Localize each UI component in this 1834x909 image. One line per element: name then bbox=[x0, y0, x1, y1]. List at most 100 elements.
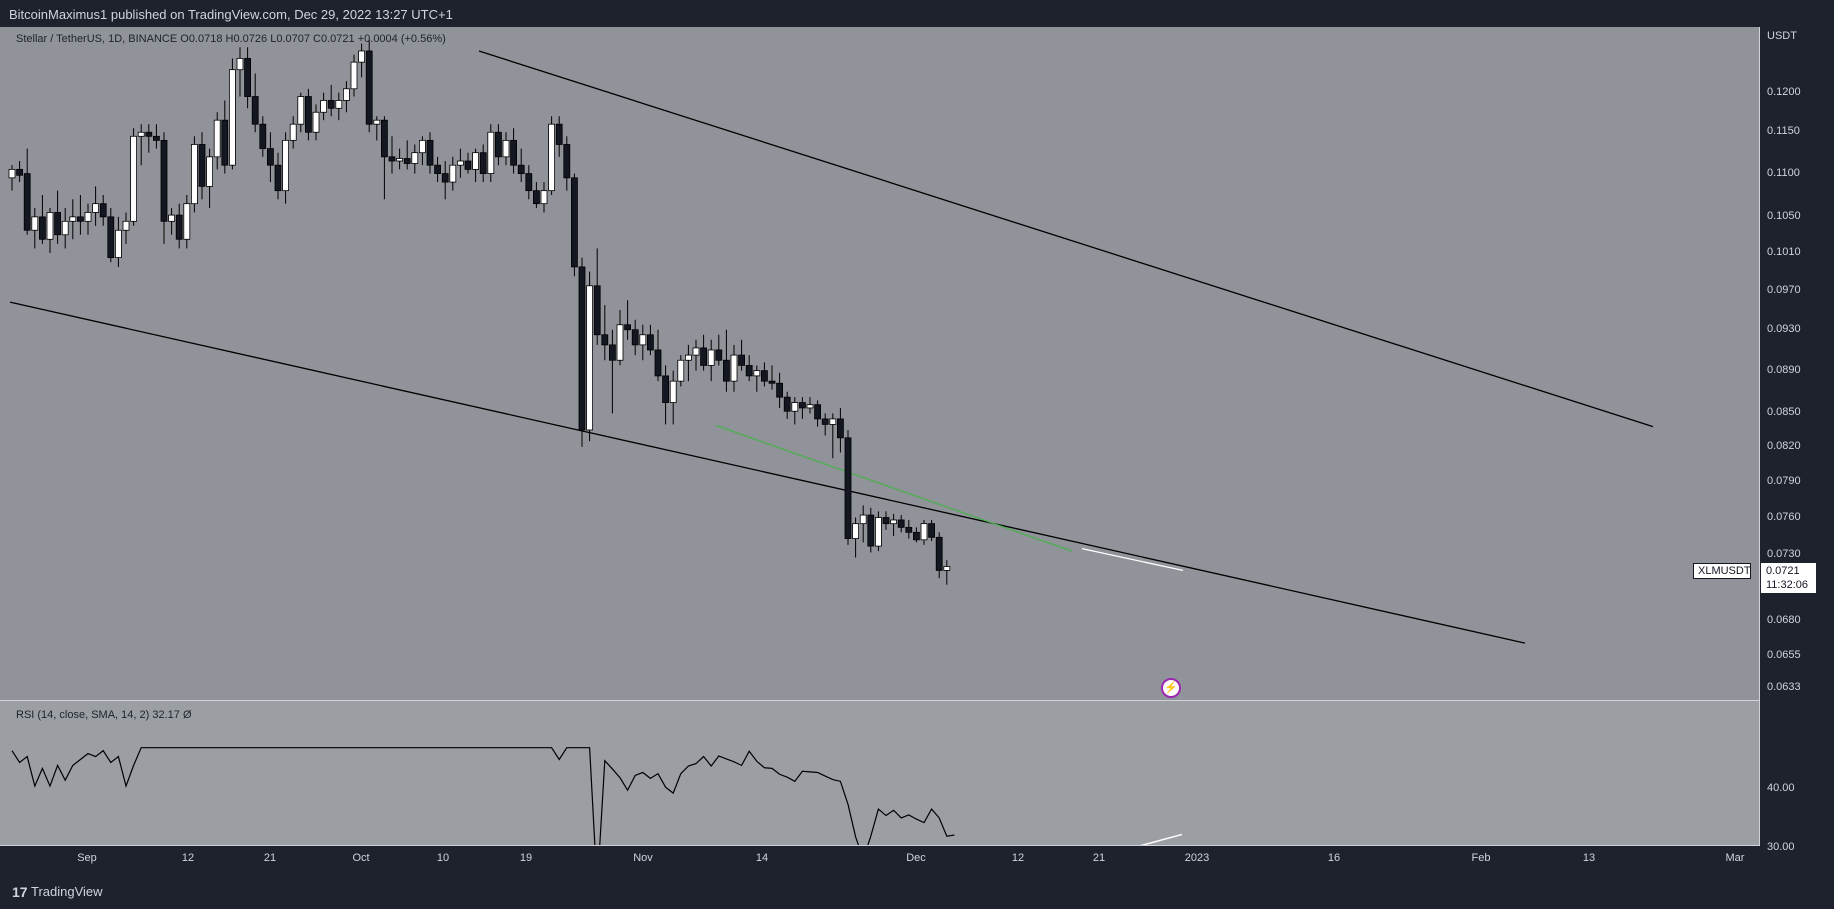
close-value: 0.0721 bbox=[321, 33, 355, 45]
candle-body bbox=[548, 123, 555, 192]
bar-countdown: 11:32:06 bbox=[1766, 579, 1809, 591]
candle-body bbox=[540, 190, 548, 205]
candle-body bbox=[99, 203, 107, 218]
axis-divider bbox=[1759, 27, 1760, 845]
price-axis[interactable]: USDT bbox=[1760, 27, 1834, 845]
candle-body bbox=[647, 334, 654, 351]
candle-body bbox=[456, 160, 464, 166]
time-tick: 19 bbox=[519, 852, 533, 864]
candle-body bbox=[852, 523, 859, 539]
candle-body bbox=[373, 119, 381, 125]
candle-body bbox=[213, 119, 221, 158]
candle-body bbox=[609, 344, 616, 361]
candle-body bbox=[700, 347, 707, 366]
candle-body bbox=[821, 418, 829, 425]
candle-body bbox=[525, 173, 533, 192]
candle-body bbox=[190, 144, 198, 205]
candle-body bbox=[723, 359, 730, 382]
candle-body bbox=[312, 111, 320, 133]
rsi-line bbox=[11, 747, 955, 845]
time-tick: 21 bbox=[263, 852, 277, 864]
candle-body bbox=[761, 370, 768, 382]
candle-body bbox=[228, 69, 236, 166]
candle-body bbox=[943, 566, 951, 571]
candle-body bbox=[517, 164, 525, 174]
candle-body bbox=[685, 354, 692, 361]
price-tick: 0.0633 bbox=[1767, 680, 1801, 693]
time-tick: 12 bbox=[181, 852, 195, 864]
candle-body bbox=[639, 334, 647, 346]
candle-body bbox=[77, 216, 84, 222]
candle-body bbox=[745, 365, 753, 377]
candle-body bbox=[768, 380, 776, 384]
price-tick: 0.0655 bbox=[1767, 648, 1801, 661]
event-flash-icon[interactable]: ⚡ bbox=[1161, 678, 1181, 698]
candle-body bbox=[130, 135, 138, 222]
open-value: 0.0718 bbox=[188, 33, 223, 45]
high-value: 0.0726 bbox=[233, 33, 268, 45]
candle-body bbox=[844, 437, 852, 539]
rsi-tick: 40.00 bbox=[1767, 782, 1795, 794]
candle-body bbox=[16, 168, 24, 176]
low-label: L bbox=[270, 33, 277, 45]
publish-info: BitcoinMaximus1 published on TradingView… bbox=[9, 7, 453, 22]
candle-body bbox=[152, 135, 160, 141]
candle-body bbox=[905, 526, 913, 533]
candle-body bbox=[358, 50, 366, 63]
time-axis[interactable] bbox=[0, 846, 1759, 872]
candle-body bbox=[206, 156, 214, 187]
candle-body bbox=[882, 517, 890, 525]
candle-body bbox=[654, 349, 662, 377]
candle-body bbox=[297, 96, 305, 125]
time-tick: 21 bbox=[1092, 852, 1106, 864]
candle-body bbox=[487, 131, 495, 174]
candle-body bbox=[502, 139, 510, 158]
price-tick: 0.0730 bbox=[1767, 547, 1801, 560]
candle-body bbox=[31, 216, 39, 231]
tradingview-logo-icon: 17 bbox=[12, 884, 28, 900]
candle-body bbox=[289, 123, 297, 141]
time-tick: 2023 bbox=[1184, 852, 1210, 864]
price-tick: 0.0790 bbox=[1767, 474, 1801, 487]
rsi-extra: Ø bbox=[182, 709, 192, 721]
candle-body bbox=[791, 402, 799, 412]
candle-body bbox=[434, 164, 442, 174]
time-tick: 12 bbox=[1011, 852, 1025, 864]
change-value: +0.0004 (+0.56%) bbox=[357, 33, 446, 45]
candle-body bbox=[441, 173, 449, 183]
time-tick: Dec bbox=[906, 852, 926, 864]
candle-body bbox=[380, 119, 388, 158]
price-chart bbox=[8, 39, 1654, 644]
symbol-title: Stellar / TetherUS, 1D, BINANCE bbox=[16, 33, 178, 45]
candle-body bbox=[175, 214, 183, 240]
price-tick: 0.0680 bbox=[1767, 613, 1801, 626]
candle-body bbox=[913, 531, 920, 541]
candle-body bbox=[236, 58, 244, 71]
candle-body bbox=[601, 334, 609, 346]
trendline-price-low-green bbox=[715, 424, 1073, 552]
candle-body bbox=[39, 216, 46, 240]
footer-bar: 17 TradingView bbox=[0, 872, 1834, 909]
candle-body bbox=[935, 536, 943, 571]
candle-body bbox=[563, 144, 571, 179]
candle-body bbox=[730, 354, 738, 382]
candle-body bbox=[145, 131, 153, 137]
price-pane[interactable] bbox=[0, 27, 1759, 700]
price-tick: 0.0820 bbox=[1767, 439, 1801, 452]
candle-body bbox=[593, 285, 601, 336]
symbol-tag: XLMUSDT bbox=[1693, 563, 1751, 579]
rsi-pane[interactable] bbox=[0, 701, 1759, 845]
candle-body bbox=[92, 203, 99, 213]
pane-separator[interactable] bbox=[0, 700, 1834, 701]
time-tick: Oct bbox=[352, 852, 370, 864]
candle-body bbox=[122, 220, 130, 231]
candle-body bbox=[107, 216, 115, 259]
candle-body bbox=[266, 148, 274, 166]
candle-body bbox=[282, 139, 290, 192]
publish-bar: BitcoinMaximus1 published on TradingView… bbox=[0, 0, 1834, 27]
time-tick: Mar bbox=[1725, 852, 1745, 864]
candle-body bbox=[259, 123, 267, 149]
candle-body bbox=[350, 61, 358, 90]
candle-body bbox=[160, 139, 168, 222]
candle-body bbox=[753, 370, 761, 377]
